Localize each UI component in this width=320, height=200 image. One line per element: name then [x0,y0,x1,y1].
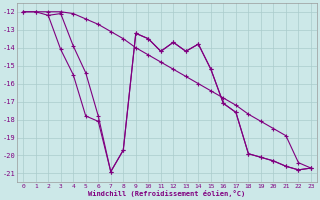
X-axis label: Windchill (Refroidissement éolien,°C): Windchill (Refroidissement éolien,°C) [88,190,246,197]
